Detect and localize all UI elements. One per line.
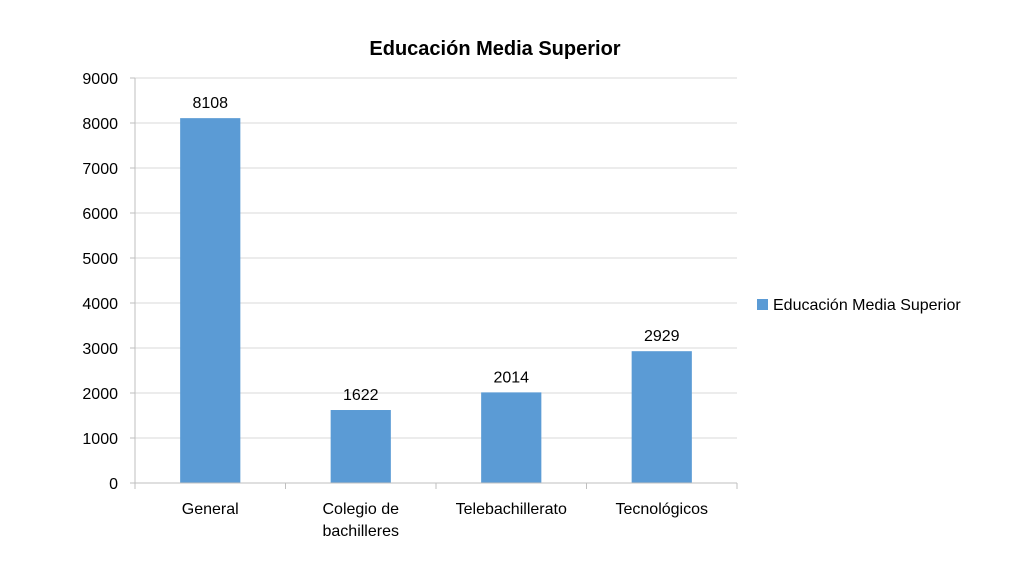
y-tick-label: 7000 — [82, 161, 118, 178]
y-tick-label: 6000 — [82, 206, 118, 223]
x-tick-label: Tecnológicos — [616, 501, 709, 518]
y-tick-label: 0 — [109, 476, 118, 493]
data-label: 1622 — [343, 387, 379, 404]
x-tick-label: General — [182, 501, 239, 518]
legend-swatch — [757, 299, 768, 310]
legend: Educación Media Superior — [757, 297, 961, 314]
legend-label: Educación Media Superior — [773, 297, 961, 314]
bar — [481, 392, 542, 483]
y-tick-label: 5000 — [82, 251, 118, 268]
axes: 0 1000 2000 3000 4000 5000 6000 7000 8000 9000 Gen… — [82, 71, 738, 540]
y-tick-label: 4000 — [82, 296, 118, 313]
y-tick-label: 1000 — [82, 431, 118, 448]
data-label: 2014 — [493, 369, 529, 386]
y-tick-label: 3000 — [82, 341, 118, 358]
x-tick-label: bachilleres — [323, 523, 399, 540]
x-tick-label: Telebachillerato — [456, 501, 567, 518]
bars: 8108 1622 2014 2929 — [180, 95, 692, 483]
bar — [180, 118, 241, 483]
bar — [330, 410, 391, 483]
y-tick-label: 2000 — [82, 386, 118, 403]
bar — [631, 351, 692, 483]
x-tick-label: Colegio de — [323, 501, 400, 518]
y-tick-label: 9000 — [82, 71, 118, 88]
data-label: 2929 — [644, 328, 680, 345]
chart-title: Educación Media Superior — [369, 38, 620, 60]
y-tick-label: 8000 — [82, 116, 118, 133]
data-label: 8108 — [192, 95, 228, 112]
